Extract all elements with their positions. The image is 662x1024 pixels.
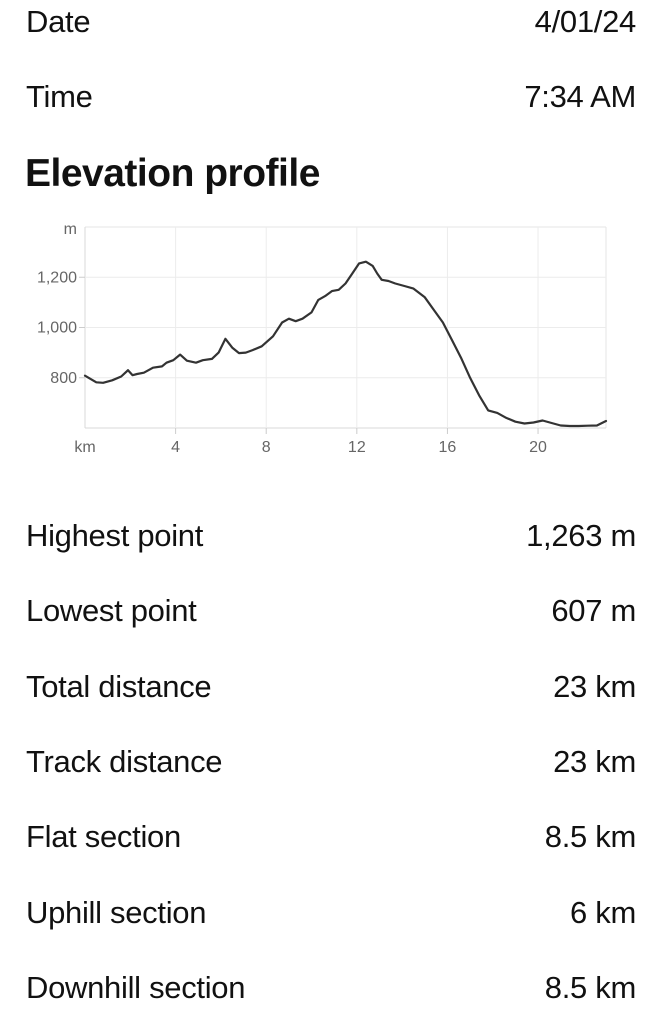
stat-label: Track distance <box>26 744 223 779</box>
chart-axes: 800 1,000 1,200 m 4 8 12 16 20 km <box>37 221 547 456</box>
stat-row: Highest point 1,263 m <box>26 514 636 558</box>
stat-label: Uphill section <box>26 895 207 930</box>
date-row: Date 4/01/24 <box>26 0 636 44</box>
stat-label: Total distance <box>26 669 212 704</box>
x-tick-label: 16 <box>439 439 457 456</box>
x-tick-label: 8 <box>262 439 271 456</box>
stat-value: 1,263 m <box>526 518 636 553</box>
stat-value: 607 m <box>551 593 636 628</box>
y-tick-label: 800 <box>50 370 77 387</box>
time-value: 7:34 AM <box>524 79 636 114</box>
stat-value: 6 km <box>570 895 636 930</box>
stat-value: 8.5 km <box>544 970 637 1005</box>
chart-grid <box>79 226 607 434</box>
x-tick-label: 4 <box>171 439 180 456</box>
stat-label: Lowest point <box>26 593 197 628</box>
stat-row: Downhill section 8.5 km <box>26 966 636 1010</box>
x-axis-unit-label: km <box>74 439 95 456</box>
stat-row: Total distance 23 km <box>26 665 636 709</box>
x-tick-label: 20 <box>529 439 547 456</box>
stat-value: 8.5 km <box>544 819 637 854</box>
chart-series <box>83 260 608 428</box>
date-label: Date <box>26 4 91 39</box>
stat-value: 23 km <box>553 669 636 704</box>
stat-row: Lowest point 607 m <box>26 589 636 633</box>
stat-label: Flat section <box>26 819 181 854</box>
date-value: 4/01/24 <box>534 4 637 39</box>
stat-label: Highest point <box>26 518 204 553</box>
stat-row: Track distance 23 km <box>26 740 636 784</box>
elevation-profile-title: Elevation profile <box>25 152 320 195</box>
y-tick-label: 1,200 <box>37 269 77 286</box>
elevation-chart: 800 1,000 1,200 m 4 8 12 16 20 km <box>37 221 608 456</box>
time-label: Time <box>26 79 93 114</box>
stat-label: Downhill section <box>26 970 246 1005</box>
stat-value: 23 km <box>553 744 636 779</box>
stat-row: Uphill section 6 km <box>26 891 636 935</box>
y-tick-label: 1,000 <box>37 320 77 337</box>
stat-row: Flat section 8.5 km <box>26 815 636 859</box>
elevation-line <box>83 260 608 428</box>
time-row: Time 7:34 AM <box>26 75 636 119</box>
x-tick-label: 12 <box>348 439 366 456</box>
y-axis-unit-label: m <box>64 221 77 238</box>
